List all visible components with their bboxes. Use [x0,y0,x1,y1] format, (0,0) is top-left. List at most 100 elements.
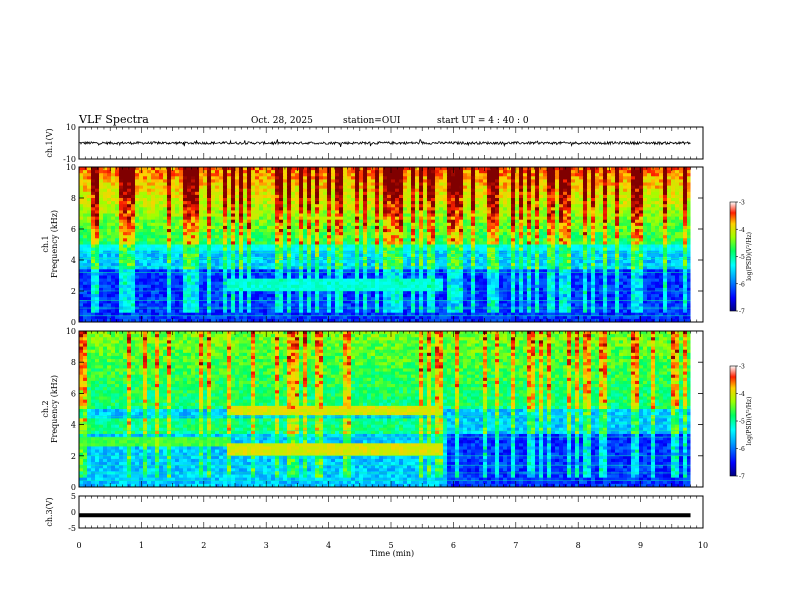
spectrogram-cell [283,219,288,224]
spectrogram-cell [175,210,180,214]
spectrogram-cell [331,182,336,186]
spectrogram-cell [619,244,624,248]
spectrogram-cell [531,194,536,199]
spectrogram-cell [155,216,160,221]
spectrogram-cell [383,210,388,214]
spectrogram-cell [423,167,428,171]
spectrogram-cell [391,235,396,239]
spectrogram-cell [631,170,636,174]
spectrogram-cell [567,216,572,221]
spectrogram-cell [555,229,560,233]
spectrogram-cell [227,238,232,242]
spectrogram-cell [471,198,476,202]
spectrogram-cell [643,170,648,174]
spectrogram-cell [603,232,608,236]
spectrogram-cell [407,213,412,217]
spectrogram-cell [619,238,624,242]
spectrogram-cell [103,253,108,258]
spectrogram-cell [563,229,568,233]
spectrogram-cell [235,216,240,221]
spectrogram-cell [183,201,188,205]
spectrogram-cell [635,188,640,193]
spectrogram-cell [359,185,364,190]
spectrogram-cell [363,266,368,270]
spectrogram-cell [563,167,568,171]
spectrogram-cell [659,207,664,211]
spectrogram-cell [687,247,692,252]
spectrogram-cell [283,179,288,183]
spectrogram-cell [511,201,516,205]
spectrogram-cell [87,188,92,193]
spectrogram-cell [271,170,276,174]
spectrogram-cell [535,225,540,230]
spectrogram-cell [683,222,688,227]
spectrogram-cell [471,222,476,227]
spectrogram-cell [103,216,108,221]
spectrogram-cell [407,210,412,214]
spectrogram-cell [259,191,264,196]
spectrogram-cell [627,235,632,239]
spectrogram-cell [407,194,412,199]
spectrogram-cell [687,170,692,174]
spectrogram-cell [139,179,144,183]
spectrogram-cell [407,179,412,183]
spectrogram-cell [683,229,688,233]
spectrogram-cell [603,213,608,217]
spectrogram-cell [467,238,472,242]
spectrogram-cell [219,232,224,236]
spectrogram-cell [179,229,184,233]
spectrogram-cell [483,225,488,230]
spectrogram-cell [631,232,636,236]
spectrogram-cell [359,222,364,227]
spectrogram-cell [543,225,548,230]
spectrogram-cell [499,213,504,217]
spectrogram-cell [611,204,616,208]
spectrogram-cell [291,247,296,252]
spectrogram-cell [235,263,240,267]
spectrogram-cell [619,213,624,217]
spectrogram-cell [371,225,376,230]
spectrogram-cell [147,222,152,227]
spectrogram-cell [607,198,612,202]
spectrogram-cell [643,182,648,186]
spectrogram-cell [131,253,136,258]
spectrogram-cell [391,182,396,186]
spectrogram-cell [267,241,272,245]
spectrogram-cell [211,194,216,199]
spectrogram-cell [307,263,312,267]
spectrogram-cell [243,232,248,236]
spectrogram-cell [415,241,420,245]
spectrogram-cell [451,198,456,202]
spectrogram-cell [655,225,660,230]
spectrogram-cell [139,194,144,199]
spectrogram-cell [483,260,488,264]
spectrogram-cell [383,253,388,258]
spectrogram-cell [235,170,240,174]
spectrogram-cell [491,188,496,193]
spectrogram-cell [407,173,412,177]
spectrogram-cell [199,244,204,248]
spectrogram-cell [359,219,364,224]
spectrogram-cell [147,213,152,217]
spectrogram-cell [495,185,500,190]
spectrogram-cell [571,222,576,227]
spectrogram-cell [655,191,660,196]
spectrogram-cell [291,194,296,199]
spectrogram-cell [287,210,292,214]
spectrogram-cell [395,229,400,233]
spectrogram-cell [531,235,536,239]
spectrogram-cell [655,247,660,252]
spectrogram-cell [579,194,584,199]
spectrogram-cell [215,170,220,174]
spectrogram-cell [599,247,604,252]
spectrogram-cell [535,170,540,174]
spectrogram-cell [191,185,196,190]
spectrogram-cell [471,210,476,214]
spectrogram-cell [251,225,256,230]
spectrogram-cell [131,173,136,177]
spectrogram-cell [451,179,456,183]
spectrogram-cell [215,198,220,202]
spectrogram-cell [255,173,260,177]
spectrogram-cell [135,198,140,202]
spectrogram-cell [459,198,464,202]
